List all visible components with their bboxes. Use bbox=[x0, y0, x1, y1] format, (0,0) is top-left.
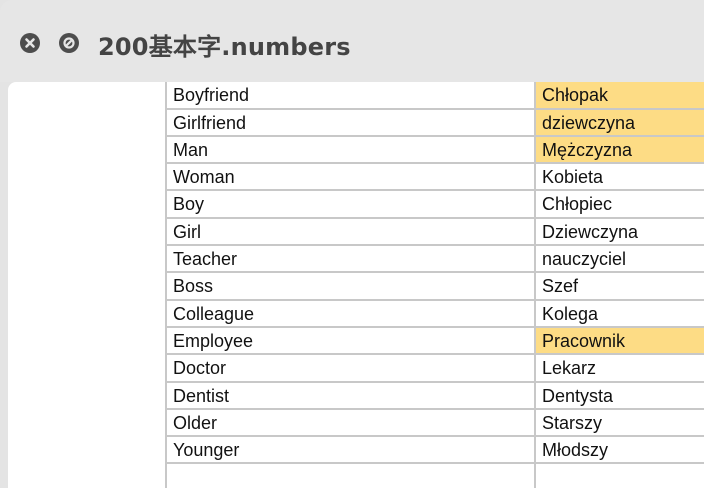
polish-cell[interactable]: Kolega bbox=[542, 303, 599, 324]
polish-cell[interactable]: Starszy bbox=[542, 412, 603, 433]
table-row: Colleague Kolega bbox=[165, 300, 704, 328]
english-cell[interactable]: Girlfriend bbox=[165, 109, 536, 135]
english-cell[interactable]: Boss bbox=[165, 273, 536, 299]
table-row: Boyfriend Chłopak bbox=[165, 82, 704, 110]
polish-cell[interactable]: Kobieta bbox=[542, 167, 604, 188]
table-row: Younger Młodszy bbox=[165, 437, 704, 465]
polish-cell[interactable]: nauczyciel bbox=[542, 249, 627, 270]
table-row: Girl Dziewczyna bbox=[165, 218, 704, 247]
polish-cell[interactable]: Chłopak bbox=[536, 82, 704, 108]
polish-cell[interactable]: Młodszy bbox=[542, 440, 609, 461]
vocabulary-table: Best friendBoyfriendChłopakGirlfrienddzi… bbox=[165, 82, 704, 488]
table-row: Man Mężczyzna bbox=[165, 136, 704, 165]
english-cell[interactable]: Girl bbox=[165, 218, 536, 245]
english-cell[interactable]: Doctor bbox=[165, 355, 536, 381]
english-cell[interactable]: Employee bbox=[165, 327, 536, 354]
table-row bbox=[165, 464, 704, 488]
polish-cell[interactable]: Chłopiec bbox=[542, 194, 613, 215]
table-row: Employee Pracownik bbox=[165, 327, 704, 356]
window-title: 200基本字.numbers bbox=[98, 33, 351, 61]
english-cell[interactable]: Older bbox=[165, 409, 536, 436]
table-row: Doctor Lekarz bbox=[165, 355, 704, 383]
polish-cell[interactable]: Dentysta bbox=[542, 385, 614, 406]
table-row: Teacher nauczyciel bbox=[165, 246, 704, 274]
polish-cell[interactable]: Lekarz bbox=[542, 358, 597, 379]
table-row: Girlfriend dziewczyna bbox=[165, 109, 704, 137]
close-button[interactable] bbox=[20, 33, 40, 53]
english-cell[interactable]: Younger bbox=[165, 437, 536, 463]
polish-cell[interactable]: Szef bbox=[542, 276, 579, 297]
english-cell[interactable]: Colleague bbox=[165, 300, 536, 326]
slash-button[interactable] bbox=[59, 33, 79, 53]
polish-cell[interactable] bbox=[536, 464, 704, 488]
close-icon bbox=[25, 38, 35, 48]
title-bar: 200基本字.numbers bbox=[0, 0, 704, 82]
slash-circle-icon bbox=[63, 37, 75, 49]
english-cell[interactable]: Boyfriend bbox=[165, 82, 536, 108]
english-cell[interactable]: Man bbox=[165, 136, 536, 163]
polish-cell[interactable]: dziewczyna bbox=[536, 109, 704, 135]
polish-cell[interactable]: Mężczyzna bbox=[536, 136, 704, 163]
table-row: Boy Chłopiec bbox=[165, 191, 704, 219]
table-row: Dentist Dentysta bbox=[165, 382, 704, 410]
table-row: Woman Kobieta bbox=[165, 164, 704, 192]
english-cell[interactable]: Woman bbox=[165, 164, 536, 190]
english-cell[interactable]: Boy bbox=[165, 191, 536, 217]
english-cell[interactable]: Teacher bbox=[165, 246, 536, 272]
spreadsheet-area: Best friendBoyfriendChłopakGirlfrienddzi… bbox=[8, 82, 704, 488]
table-row: Older Starszy bbox=[165, 409, 704, 438]
polish-cell[interactable]: Pracownik bbox=[536, 327, 704, 354]
table-row: Boss Szef bbox=[165, 273, 704, 301]
english-cell[interactable] bbox=[165, 464, 536, 488]
english-cell[interactable]: Dentist bbox=[165, 382, 536, 408]
polish-cell[interactable]: Dziewczyna bbox=[542, 221, 639, 242]
